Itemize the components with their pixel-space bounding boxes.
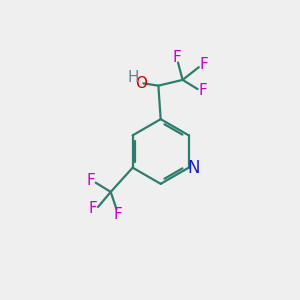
Text: N: N	[188, 159, 200, 177]
Text: O: O	[135, 76, 147, 91]
Text: F: F	[88, 201, 97, 216]
Text: F: F	[113, 207, 122, 222]
Text: F: F	[173, 50, 182, 65]
Text: F: F	[86, 173, 95, 188]
Text: H: H	[128, 70, 139, 85]
Text: F: F	[200, 57, 208, 72]
Text: F: F	[198, 83, 207, 98]
